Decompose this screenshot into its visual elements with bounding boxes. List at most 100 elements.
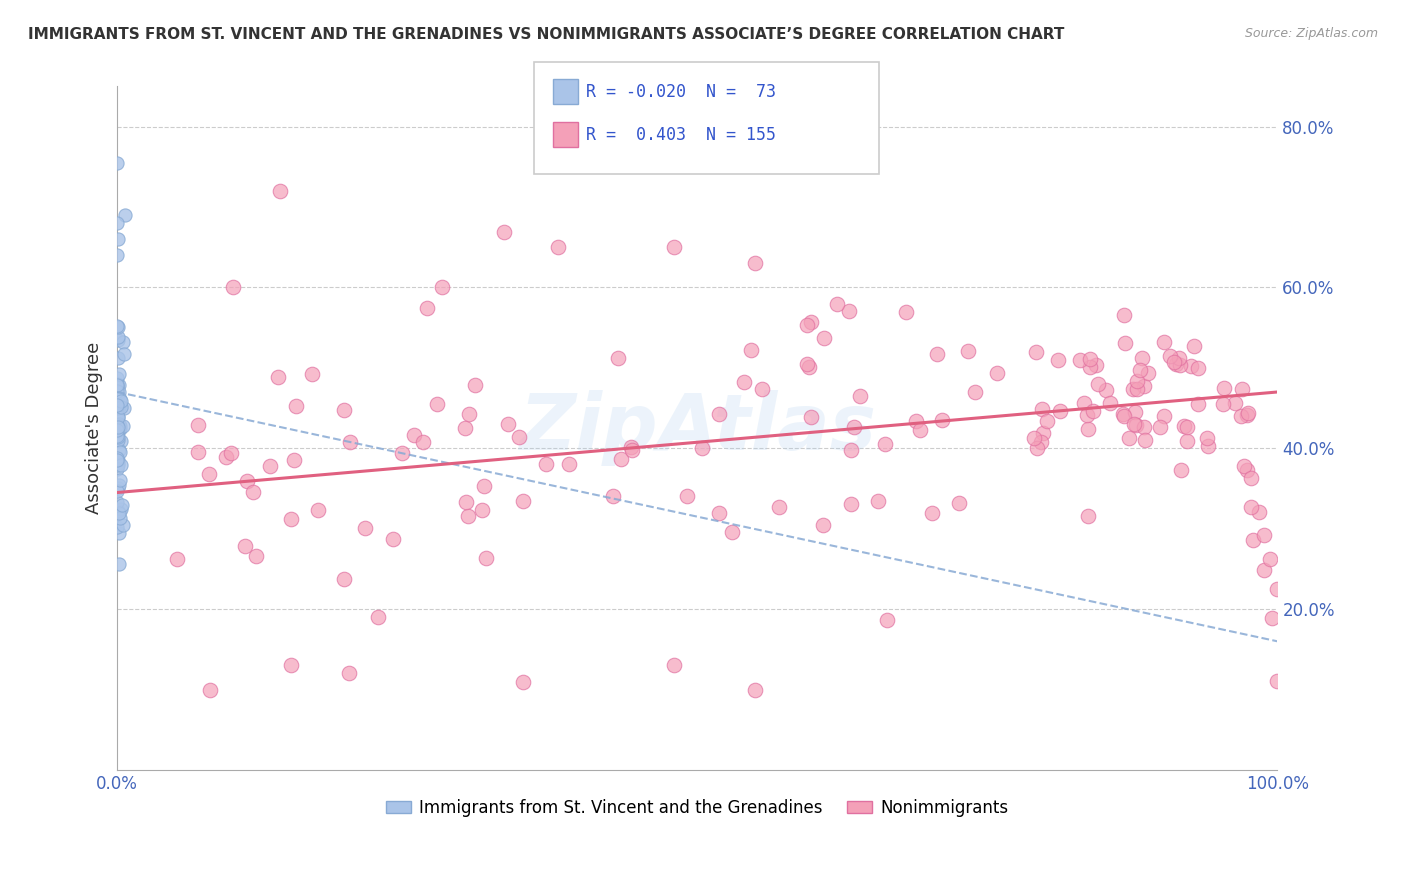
Point — [110, 393, 132, 408]
Point — [1081, 404, 1104, 418]
Point — [813, 518, 835, 533]
Point — [1240, 500, 1263, 515]
Text: R = -0.020  N =  73: R = -0.020 N = 73 — [586, 83, 776, 101]
Point — [740, 343, 762, 357]
Point — [107, 433, 129, 447]
Point — [187, 445, 209, 459]
Point — [107, 458, 129, 473]
Point — [986, 366, 1008, 380]
Point — [1118, 431, 1140, 445]
Point — [508, 430, 530, 444]
Point — [107, 334, 129, 348]
Point — [430, 280, 453, 294]
Point — [471, 502, 494, 516]
Point — [662, 240, 685, 254]
Point — [1232, 459, 1254, 474]
Point — [751, 382, 773, 396]
Point — [105, 216, 128, 230]
Point — [105, 380, 128, 394]
Point — [800, 409, 823, 424]
Text: IMMIGRANTS FROM ST. VINCENT AND THE GRENADINES VS NONIMMIGRANTS ASSOCIATE’S DEGR: IMMIGRANTS FROM ST. VINCENT AND THE GREN… — [28, 27, 1064, 42]
Point — [1029, 434, 1052, 449]
Point — [112, 418, 135, 433]
Point — [557, 457, 579, 471]
Point — [105, 401, 128, 415]
Point — [1168, 358, 1191, 372]
Point — [259, 458, 281, 473]
Point — [112, 347, 135, 361]
Point — [245, 549, 267, 563]
Point — [474, 551, 496, 566]
Point — [1078, 352, 1101, 367]
Point — [108, 417, 131, 432]
Point — [267, 370, 290, 384]
Point — [454, 495, 477, 509]
Point — [1112, 308, 1135, 322]
Point — [602, 489, 624, 503]
Point — [1137, 366, 1160, 380]
Point — [215, 450, 238, 464]
Point — [1232, 382, 1254, 396]
Point — [110, 445, 132, 459]
Point — [235, 539, 257, 553]
Point — [1187, 397, 1209, 411]
Point — [108, 400, 131, 414]
Point — [744, 256, 766, 270]
Point — [107, 351, 129, 365]
Point — [848, 389, 870, 403]
Point — [111, 335, 134, 350]
Point — [110, 458, 132, 472]
Point — [825, 296, 848, 310]
Point — [813, 331, 835, 345]
Y-axis label: Associate's Degree: Associate's Degree — [86, 342, 103, 515]
Point — [1025, 441, 1047, 455]
Point — [107, 450, 129, 465]
Point — [1230, 409, 1253, 423]
Point — [110, 501, 132, 516]
Point — [108, 510, 131, 524]
Point — [904, 414, 927, 428]
Point — [921, 507, 943, 521]
Point — [108, 422, 131, 436]
Point — [242, 485, 264, 500]
Point — [105, 429, 128, 443]
Point — [910, 424, 932, 438]
Point — [105, 428, 128, 442]
Point — [105, 318, 128, 333]
Point — [108, 418, 131, 433]
Point — [107, 442, 129, 457]
Point — [1122, 382, 1144, 396]
Point — [1167, 351, 1189, 365]
Point — [108, 557, 131, 571]
Point — [796, 318, 818, 333]
Point — [1163, 355, 1185, 369]
Point — [105, 392, 128, 407]
Point — [1126, 382, 1149, 396]
Point — [1125, 417, 1147, 432]
Point — [1133, 419, 1156, 434]
Point — [1095, 383, 1118, 397]
Point — [1031, 401, 1053, 416]
Point — [512, 494, 534, 508]
Point — [472, 479, 495, 493]
Point — [1049, 404, 1071, 418]
Point — [690, 441, 713, 455]
Point — [107, 398, 129, 412]
Point — [1173, 419, 1195, 434]
Point — [283, 453, 305, 467]
Point — [1253, 562, 1275, 576]
Point — [800, 314, 823, 328]
Point — [1164, 357, 1187, 371]
Point — [107, 461, 129, 475]
Point — [416, 301, 439, 315]
Point — [107, 330, 129, 344]
Point — [1046, 352, 1069, 367]
Point — [1123, 417, 1146, 431]
Point — [1087, 376, 1109, 391]
Point — [107, 504, 129, 518]
Point — [1170, 463, 1192, 477]
Point — [105, 413, 128, 427]
Point — [457, 407, 479, 421]
Point — [197, 467, 219, 481]
Point — [1187, 360, 1209, 375]
